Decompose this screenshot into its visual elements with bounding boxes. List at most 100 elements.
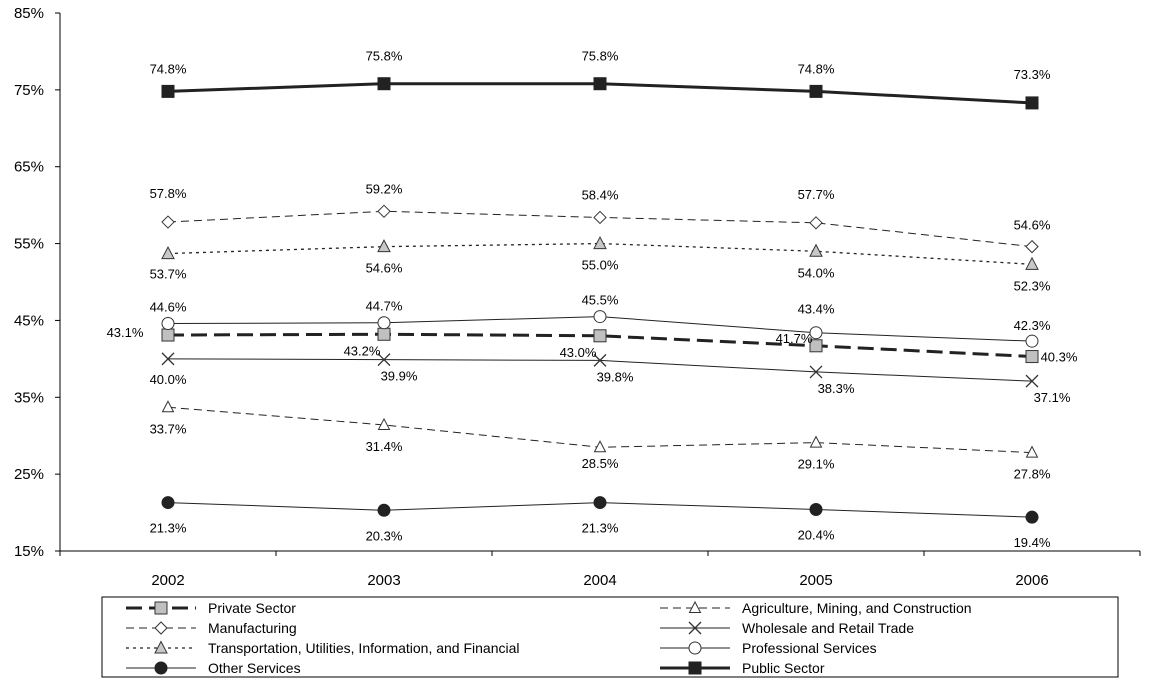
data-label-professional-services: 44.7% — [366, 299, 403, 314]
legend-item-manufacturing: Manufacturing — [126, 620, 297, 636]
legend-swatch-marker — [154, 661, 168, 675]
x-tick-label: 2003 — [367, 572, 400, 589]
data-labels: 43.1% 43.2% 43.0% 41.7% 40.3% 33.7% 31.4% 28.5%… — [107, 49, 1078, 550]
data-point-wholesale-and-retail-trade — [593, 353, 607, 367]
data-label-agriculture-mining-and-construction: 31.4% — [366, 439, 403, 454]
data-point-professional-services — [593, 310, 607, 324]
legend-label: Agriculture, Mining, and Construction — [742, 600, 972, 616]
data-label-transportation-utilities-information-and-financial: 54.0% — [798, 265, 835, 280]
legend-label: Public Sector — [742, 660, 825, 676]
data-label-private-sector: 43.0% — [560, 345, 597, 360]
data-label-transportation-utilities-information-and-financial: 55.0% — [582, 258, 619, 273]
data-point-private-sector — [1025, 350, 1039, 364]
data-point-manufacturing — [1025, 239, 1039, 254]
data-label-wholesale-and-retail-trade: 39.8% — [597, 369, 634, 384]
legend-box — [101, 596, 1119, 678]
data-label-professional-services: 43.4% — [798, 302, 835, 317]
y-tick-label: 45% — [14, 312, 44, 329]
y-tick-label: 65% — [14, 159, 44, 176]
data-label-professional-services: 42.3% — [1014, 318, 1051, 333]
data-point-other-services — [1025, 510, 1039, 524]
data-point-public-sector — [377, 77, 391, 91]
data-label-transportation-utilities-information-and-financial: 52.3% — [1014, 278, 1051, 293]
data-label-private-sector: 40.3% — [1041, 350, 1078, 365]
y-tick-label: 35% — [14, 389, 44, 406]
data-point-public-sector — [161, 84, 175, 98]
data-point-other-services — [377, 503, 391, 517]
series-markers — [161, 77, 1039, 524]
data-point-wholesale-and-retail-trade — [1025, 374, 1039, 388]
data-point-transportation-utilities-information-and-financial — [1025, 256, 1039, 270]
legend-label: Professional Services — [742, 640, 877, 656]
y-tick-label: 55% — [14, 236, 44, 253]
legend-swatch-marker — [688, 661, 702, 675]
x-tick-labels: 2002 2003 2004 2005 2006 — [151, 572, 1048, 589]
data-point-wholesale-and-retail-trade — [809, 365, 823, 379]
data-label-private-sector: 43.1% — [107, 325, 144, 340]
x-tick-label: 2004 — [583, 572, 616, 589]
x-tick-label: 2002 — [151, 572, 184, 589]
x-tick-label: 2005 — [799, 572, 832, 589]
data-point-professional-services — [1025, 334, 1039, 348]
legend-label: Manufacturing — [208, 620, 297, 636]
data-point-private-sector — [161, 328, 175, 342]
data-point-public-sector — [1025, 96, 1039, 110]
legend-item-professional-services: Professional Services — [660, 640, 877, 656]
legend-item-transportation-utilities-information-and-financial: Transportation, Utilities, Information, … — [126, 640, 520, 656]
legend-label: Private Sector — [208, 600, 296, 616]
data-point-professional-services — [377, 316, 391, 330]
legend-label: Other Services — [208, 660, 301, 676]
legend-item-wholesale-and-retail-trade: Wholesale and Retail Trade — [660, 620, 914, 636]
y-tick-label: 15% — [14, 543, 44, 560]
legend-swatch-marker — [154, 621, 168, 635]
data-label-other-services: 20.4% — [798, 527, 835, 542]
data-label-wholesale-and-retail-trade: 38.3% — [818, 381, 855, 396]
legend-item-private-sector: Private Sector — [126, 600, 296, 616]
data-point-agriculture-mining-and-construction — [593, 440, 607, 453]
data-label-manufacturing: 59.2% — [366, 181, 403, 196]
data-label-public-sector: 74.8% — [798, 61, 835, 76]
data-point-agriculture-mining-and-construction — [809, 435, 823, 448]
data-label-public-sector: 74.8% — [150, 61, 187, 76]
legend-swatch-marker — [688, 621, 702, 635]
data-label-public-sector: 73.3% — [1014, 67, 1051, 82]
data-label-transportation-utilities-information-and-financial: 54.6% — [366, 261, 403, 276]
data-label-manufacturing: 58.4% — [582, 187, 619, 202]
data-point-wholesale-and-retail-trade — [377, 353, 391, 367]
data-point-transportation-utilities-information-and-financial — [593, 235, 607, 250]
legend-item-other-services: Other Services — [126, 660, 301, 676]
data-label-manufacturing: 57.8% — [150, 186, 187, 201]
data-point-other-services — [161, 496, 175, 510]
data-label-wholesale-and-retail-trade: 40.0% — [150, 372, 187, 387]
y-tick-labels: 15% 25% 35% 45% 55% 65% 75% 85% — [14, 5, 44, 560]
data-label-other-services: 21.3% — [582, 521, 619, 536]
data-point-private-sector — [377, 327, 391, 341]
data-point-public-sector — [809, 84, 823, 98]
data-label-agriculture-mining-and-construction: 29.1% — [798, 457, 835, 472]
data-point-agriculture-mining-and-construction — [1025, 445, 1039, 458]
data-label-other-services: 20.3% — [366, 528, 403, 543]
data-label-agriculture-mining-and-construction: 28.5% — [582, 456, 619, 471]
legend-label: Wholesale and Retail Trade — [742, 620, 914, 636]
data-point-public-sector — [593, 77, 607, 91]
data-label-private-sector: 43.2% — [344, 343, 381, 358]
legend-swatch-marker — [154, 640, 168, 654]
data-point-transportation-utilities-information-and-financial — [377, 239, 391, 253]
x-tick-label: 2006 — [1015, 572, 1048, 589]
legend-item-public-sector: Public Sector — [660, 660, 825, 676]
data-point-other-services — [809, 502, 823, 516]
data-point-private-sector — [809, 339, 823, 353]
series-line-private-sector — [167, 332, 1033, 359]
legend-swatch-marker — [688, 641, 702, 655]
data-point-manufacturing — [161, 215, 175, 229]
legend-label: Transportation, Utilities, Information, … — [208, 640, 520, 656]
data-point-professional-services — [161, 317, 175, 331]
data-label-professional-services: 45.5% — [582, 293, 619, 308]
data-label-public-sector: 75.8% — [582, 49, 619, 64]
data-point-wholesale-and-retail-trade — [161, 352, 175, 366]
data-label-other-services: 19.4% — [1014, 535, 1051, 550]
legend-swatch-marker — [154, 601, 168, 615]
legend: Private Sector Agriculture, Mining, and C… — [101, 596, 1119, 678]
data-label-professional-services: 44.6% — [150, 300, 187, 315]
